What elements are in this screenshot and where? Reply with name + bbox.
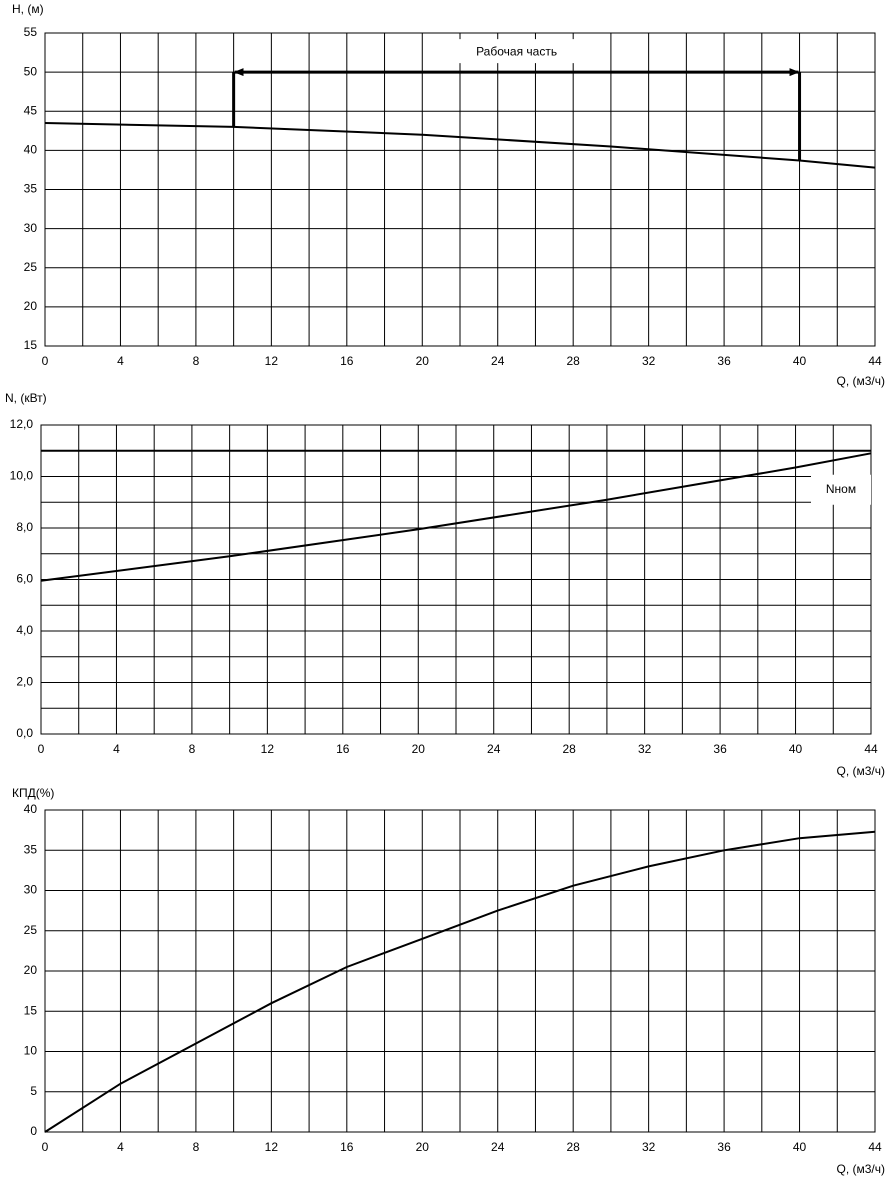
x-tick-label: 0 xyxy=(42,354,49,368)
x-tick-label: 44 xyxy=(868,1140,882,1154)
x-tick-label: 28 xyxy=(567,1140,581,1154)
y-tick-label: 0 xyxy=(30,1124,37,1138)
x-tick-label: 40 xyxy=(793,1140,807,1154)
y-tick-label: 15 xyxy=(24,1003,38,1017)
x-tick-label: 32 xyxy=(642,354,656,368)
x-tick-label: 40 xyxy=(793,354,807,368)
x-tick-label: 0 xyxy=(38,742,45,756)
y-axis-label: КПД(%) xyxy=(12,786,54,800)
x-tick-label: 4 xyxy=(117,354,124,368)
reference-label: Nном xyxy=(826,482,856,496)
y-tick-label: 35 xyxy=(24,182,38,196)
x-tick-label: 4 xyxy=(117,1140,124,1154)
y-tick-label: 4,0 xyxy=(16,623,33,637)
x-tick-label: 12 xyxy=(265,1140,279,1154)
x-tick-label: 20 xyxy=(416,354,430,368)
x-tick-label: 36 xyxy=(717,1140,731,1154)
x-tick-label: 28 xyxy=(563,742,577,756)
y-tick-label: 25 xyxy=(24,923,38,937)
x-tick-label: 32 xyxy=(642,1140,656,1154)
y-tick-label: 15 xyxy=(24,338,38,352)
x-tick-label: 8 xyxy=(193,1140,200,1154)
x-tick-label: 12 xyxy=(261,742,275,756)
y-tick-label: 55 xyxy=(24,25,38,39)
y-tick-label: 50 xyxy=(24,64,38,78)
x-tick-label: 36 xyxy=(713,742,727,756)
x-tick-label: 32 xyxy=(638,742,652,756)
x-tick-label: 24 xyxy=(491,354,505,368)
y-tick-label: 10 xyxy=(24,1044,38,1058)
x-tick-label: 44 xyxy=(864,742,878,756)
y-tick-label: 20 xyxy=(24,299,38,313)
y-tick-label: 6,0 xyxy=(16,572,33,586)
x-tick-label: 24 xyxy=(487,742,501,756)
x-tick-label: 4 xyxy=(113,742,120,756)
x-tick-label: 44 xyxy=(868,354,882,368)
y-tick-label: 12,0 xyxy=(10,417,34,431)
y-tick-label: 35 xyxy=(24,842,38,856)
x-tick-label: 16 xyxy=(336,742,350,756)
y-tick-label: 30 xyxy=(24,883,38,897)
y-tick-label: 10,0 xyxy=(10,469,34,483)
x-axis-label: Q, (м3/ч) xyxy=(836,374,885,388)
x-tick-label: 28 xyxy=(567,354,581,368)
x-tick-label: 0 xyxy=(42,1140,49,1154)
annotation-box xyxy=(451,39,582,64)
x-tick-label: 8 xyxy=(193,354,200,368)
x-tick-label: 24 xyxy=(491,1140,505,1154)
annotation-text: Рабочая часть xyxy=(476,44,557,58)
y-axis-label: H, (м) xyxy=(12,2,44,16)
y-tick-label: 40 xyxy=(24,143,38,157)
data-line xyxy=(44,830,876,1133)
y-tick-label: 30 xyxy=(24,221,38,235)
chart: 0 4 8 12 16 20 24 28 32 36 40 44 0,0 2,0 4,0 6,0 8,0 10,0… xyxy=(5,391,885,778)
y-tick-label: 20 xyxy=(24,963,38,977)
data-line xyxy=(44,122,876,169)
y-tick-label: 0,0 xyxy=(16,726,33,740)
data-line xyxy=(40,452,872,582)
chart: 0 4 8 12 16 20 24 28 32 36 40 44 15 20 25 30 35 40 45 50 55 H… xyxy=(12,2,885,388)
chart: 0 4 8 12 16 20 24 28 32 36 40 44 0 5 10 15 20 25 30 35 40 КПД… xyxy=(12,786,885,1176)
x-tick-label: 8 xyxy=(189,742,196,756)
y-axis-label: N, (кВт) xyxy=(5,391,47,405)
x-axis-label: Q, (м3/ч) xyxy=(836,1162,885,1176)
reference-label-box xyxy=(811,474,871,505)
x-tick-label: 16 xyxy=(340,354,354,368)
y-tick-label: 25 xyxy=(24,260,38,274)
x-axis-label: Q, (м3/ч) xyxy=(836,764,885,778)
y-tick-label: 40 xyxy=(24,802,38,816)
x-tick-label: 36 xyxy=(717,354,731,368)
x-tick-label: 40 xyxy=(789,742,803,756)
y-tick-label: 2,0 xyxy=(16,675,33,689)
x-tick-label: 16 xyxy=(340,1140,354,1154)
y-tick-label: 5 xyxy=(30,1084,37,1098)
x-tick-label: 20 xyxy=(412,742,426,756)
y-tick-label: 45 xyxy=(24,103,38,117)
y-tick-label: 8,0 xyxy=(16,520,33,534)
x-tick-label: 12 xyxy=(265,354,279,368)
x-tick-label: 20 xyxy=(416,1140,430,1154)
